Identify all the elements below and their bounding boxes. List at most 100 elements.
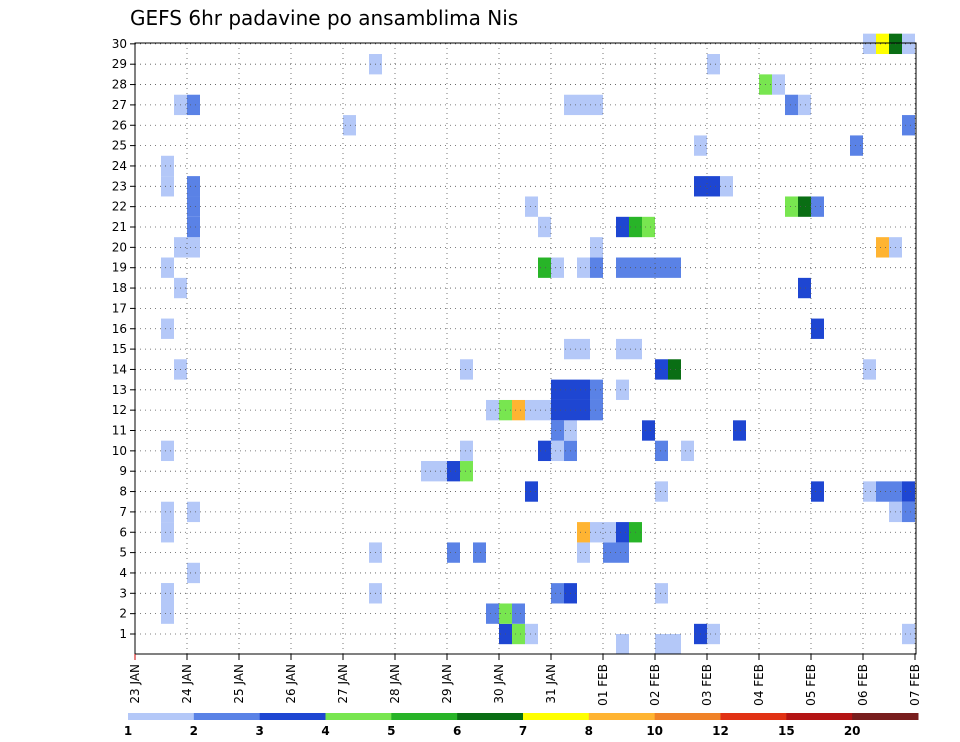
- heatmap-cell: [187, 501, 200, 523]
- colorbar-label: 20: [844, 724, 861, 738]
- heatmap-cell: [161, 318, 174, 339]
- x-tick-label: 04 FEB: [752, 664, 766, 706]
- heatmap-cell: [512, 603, 525, 624]
- y-tick-label: 12: [112, 403, 127, 417]
- heatmap-cell: [655, 634, 668, 655]
- heatmap-cell: [161, 603, 174, 624]
- heatmap-cell: [590, 522, 603, 543]
- heatmap-cell: [551, 399, 564, 421]
- heatmap-cell: [590, 257, 603, 278]
- colorbar-legend: 1 2 3 4 5 6 7 8 10 12 15 20: [124, 713, 919, 738]
- colorbar-swatch: [457, 713, 524, 720]
- y-tick-label: 19: [112, 261, 127, 275]
- heatmap-cell: [473, 542, 486, 563]
- colorbar-swatch: [786, 713, 853, 720]
- x-tick-label: 30 JAN: [492, 664, 506, 704]
- heatmap-cell: [616, 216, 629, 238]
- x-tick-label: 29 JAN: [440, 664, 454, 704]
- x-tick-label: 24 JAN: [180, 664, 194, 704]
- colorbar-swatch: [720, 713, 787, 720]
- heatmap-cell: [161, 501, 174, 523]
- colorbar-swatch: [588, 713, 656, 720]
- x-tick-label: 06 FEB: [856, 664, 870, 706]
- heatmap-cell: [876, 237, 889, 258]
- heatmap-cell: [655, 257, 668, 278]
- heatmap-cell: [460, 461, 473, 482]
- heatmap-cell: [187, 216, 200, 238]
- heatmap-cell: [590, 379, 603, 400]
- heatmap-cell: [850, 135, 863, 156]
- heatmap-cell: [161, 522, 174, 543]
- x-tick-label: 07 FEB: [908, 664, 922, 706]
- heatmap-cell: [798, 277, 811, 299]
- heatmap-cell: [577, 522, 590, 543]
- heatmap-cell: [187, 562, 200, 584]
- y-tick-label: 11: [112, 424, 127, 438]
- heatmap-cell: [460, 440, 473, 462]
- y-tick-label: 27: [112, 98, 127, 112]
- y-tick-label: 23: [112, 179, 127, 193]
- heatmap-cell: [551, 583, 564, 604]
- colorbar-label: 15: [778, 724, 795, 738]
- heatmap-cell: [551, 379, 564, 400]
- y-tick-label: 4: [119, 566, 127, 580]
- heatmap-cell: [551, 257, 564, 278]
- heatmap-cell: [863, 481, 876, 502]
- heatmap-cell: [577, 379, 590, 400]
- x-tick-label: 31 JAN: [544, 664, 558, 704]
- heatmap-cell: [603, 542, 616, 563]
- heatmap-cell: [642, 216, 655, 238]
- heatmap-cell: [447, 461, 460, 482]
- heatmap-cell: [577, 338, 590, 360]
- heatmap-cell: [720, 176, 733, 197]
- heatmap-cell: [187, 94, 200, 116]
- heatmap-cell: [863, 359, 876, 380]
- heatmap-cell: [798, 94, 811, 116]
- heatmap-cell: [525, 399, 538, 421]
- colorbar-label: 6: [453, 724, 461, 738]
- y-tick-label: 18: [112, 281, 127, 295]
- heatmap-cell: [811, 196, 824, 217]
- y-tick-label: 10: [112, 444, 127, 458]
- y-tick-label: 14: [112, 362, 127, 376]
- x-tick-label: 03 FEB: [700, 664, 714, 706]
- y-tick-label: 9: [119, 464, 127, 478]
- heatmap-cell: [577, 94, 590, 116]
- colorbar-swatch: [259, 713, 326, 720]
- heatmap-cell: [668, 257, 681, 278]
- heatmap-cell: [590, 94, 603, 116]
- y-tick-label: 2: [119, 607, 127, 621]
- heatmap-cell: [655, 359, 668, 380]
- y-tick-label: 29: [112, 57, 127, 71]
- heatmap-cell: [668, 359, 681, 380]
- heatmap-cell: [538, 216, 551, 238]
- x-tick-label: 02 FEB: [648, 664, 662, 706]
- heatmap-cell: [512, 399, 525, 421]
- heatmap-cell: [902, 501, 915, 523]
- heatmap-cell: [876, 481, 889, 502]
- y-tick-label: 16: [112, 322, 127, 336]
- heatmap-cell: [590, 399, 603, 421]
- heatmap-cell: [486, 603, 499, 624]
- heatmap-cell: [577, 542, 590, 563]
- plot-frame: [134, 42, 917, 655]
- y-tick-label: 26: [112, 118, 127, 132]
- y-tick-label: 13: [112, 383, 127, 397]
- heatmap-cell: [603, 522, 616, 543]
- y-tick-label: 20: [112, 240, 127, 254]
- colorbar-label: 8: [585, 724, 593, 738]
- heatmap-cell: [577, 399, 590, 421]
- y-tick-label: 1: [119, 627, 127, 641]
- y-tick-label: 7: [119, 505, 127, 519]
- heatmap-cell: [863, 33, 876, 55]
- heatmap-cell: [785, 196, 798, 217]
- y-tick-label: 3: [119, 586, 127, 600]
- heatmap-cell: [902, 115, 915, 136]
- heatmap-cell: [161, 257, 174, 278]
- heatmap-cell: [512, 623, 525, 645]
- heatmap-cell: [551, 440, 564, 462]
- x-tick-label: 25 JAN: [232, 664, 246, 704]
- y-tick-label: 24: [112, 159, 127, 173]
- heatmap-cell: [577, 257, 590, 278]
- x-tick-label: 28 JAN: [388, 664, 402, 704]
